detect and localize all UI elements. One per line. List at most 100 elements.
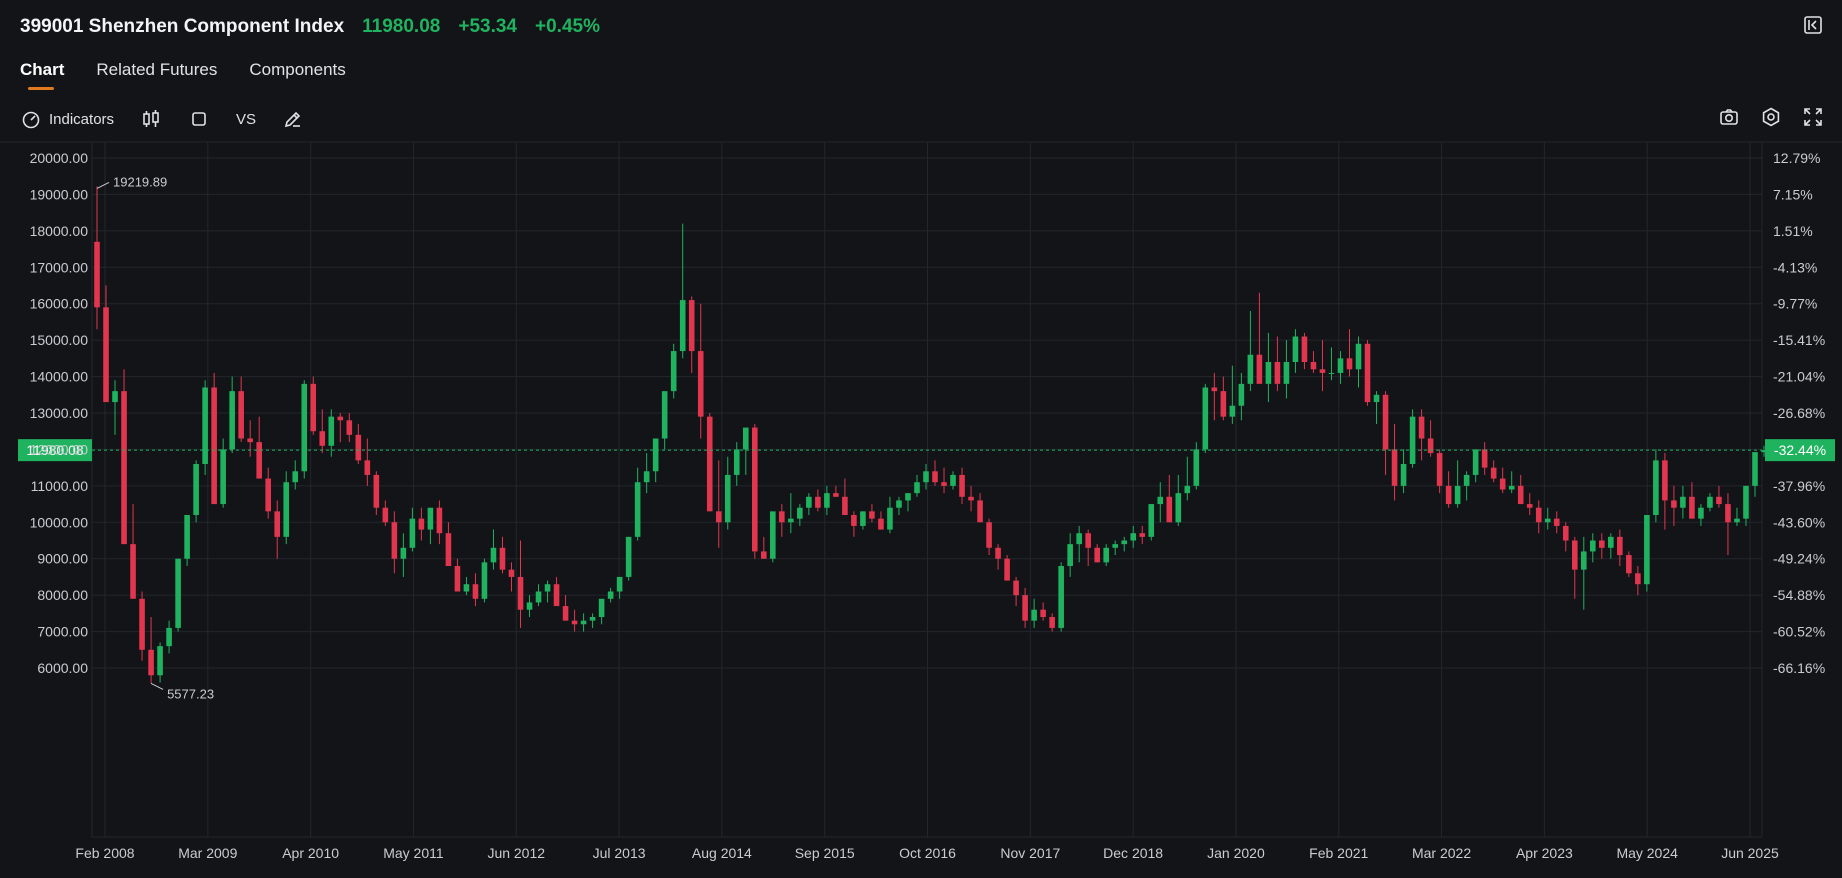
candle-body [1193, 449, 1200, 486]
indicators-button[interactable]: Indicators [20, 108, 114, 130]
gear-icon[interactable] [1760, 106, 1782, 128]
candle-body [1310, 362, 1317, 370]
chart-area[interactable]: 11980.08 -32.44% 6000.00 7000.00 8000.00 900… [0, 140, 1842, 873]
candle-body [652, 438, 659, 472]
candle-body [418, 518, 425, 530]
candle-body [878, 518, 884, 530]
candle-body [1454, 485, 1461, 505]
candle-body [1526, 504, 1533, 508]
price-change: +53.34 [458, 16, 517, 37]
candle-body [788, 518, 794, 523]
x-tick-label: Feb 2021 [1309, 845, 1368, 861]
candle-body [517, 576, 524, 610]
candle-body [1481, 449, 1488, 468]
candle-body [1445, 485, 1452, 505]
candle-body [409, 518, 416, 548]
chart-toolbar-right [1718, 106, 1824, 128]
candle-body [670, 351, 677, 392]
x-tick-label: Dec 2018 [1103, 845, 1163, 861]
last-price-badge-bg [18, 439, 92, 462]
candle-body [1139, 533, 1146, 537]
percent-tick-label: -54.88% [1773, 587, 1825, 603]
x-tick-label: Jun 2012 [487, 845, 545, 861]
tab-chart[interactable]: Chart [20, 60, 64, 90]
candle-body [328, 416, 335, 446]
candle-body [427, 507, 434, 530]
percent-tick-label: -60.52% [1773, 624, 1825, 640]
percent-tick-label: -66.16% [1773, 660, 1825, 676]
candle-body [1328, 372, 1335, 374]
y-tick-label: 18000.00 [30, 223, 89, 239]
candle-body [508, 569, 515, 577]
candle-body [1004, 558, 1010, 581]
camera-icon[interactable] [1718, 106, 1740, 128]
candle-body [1553, 518, 1560, 526]
candle-body [94, 241, 100, 308]
candle-body [544, 584, 551, 592]
candle-body [238, 391, 244, 439]
candle-body [1202, 387, 1209, 450]
price-axis: 6000.00 7000.00 8000.00 9000.00 10000.00 1100… [30, 150, 89, 676]
candlestick-chart[interactable]: 11980.08 -32.44% 6000.00 7000.00 8000.00 900… [0, 140, 1842, 873]
candle-body [1517, 485, 1524, 505]
indicators-label: Indicators [49, 110, 115, 128]
candle-body [1716, 496, 1722, 505]
candle-body [1562, 525, 1569, 541]
candle-body [1076, 533, 1082, 545]
percent-tick-label: -9.77% [1773, 296, 1817, 312]
candle-body [382, 507, 389, 523]
candle-body [950, 474, 956, 486]
candle-body [1508, 485, 1515, 490]
candle-body [1608, 536, 1614, 548]
candle-body [553, 584, 560, 607]
candle-body [733, 449, 740, 475]
candlestick-icon[interactable] [140, 108, 162, 130]
candle-body [589, 617, 596, 621]
candle-body [643, 471, 650, 483]
exit-icon[interactable] [1802, 14, 1824, 36]
candle-body [535, 591, 542, 603]
candle-body [1707, 496, 1713, 508]
candle-body [1391, 449, 1398, 486]
candle-body [932, 471, 938, 483]
candle-body [148, 649, 154, 676]
page-title: 399001 Shenzhen Component Index [20, 16, 345, 37]
candle-body [860, 511, 866, 526]
tab-related-futures[interactable]: Related Futures [96, 60, 218, 79]
compare-button[interactable]: VS [236, 110, 257, 128]
candle-body [373, 474, 380, 508]
tab-components[interactable]: Components [249, 60, 346, 79]
candle-body [1040, 609, 1046, 617]
candle-body [580, 620, 587, 625]
low-annotation: 5577.23 [167, 686, 214, 701]
candle-body [1013, 580, 1019, 596]
candle-body [364, 460, 371, 475]
candle-body [283, 482, 290, 537]
candle-body [1283, 362, 1290, 384]
pencil-icon[interactable] [282, 108, 304, 130]
tab-bar: Chart Related Futures Components [20, 60, 346, 90]
candle-body [1382, 394, 1389, 450]
x-tick-label: Apr 2023 [1516, 845, 1573, 861]
candle-body [634, 482, 641, 537]
candle-body [1049, 617, 1055, 628]
x-tick-label: Nov 2017 [1000, 845, 1060, 861]
candle-body [1301, 336, 1308, 362]
candle-body [1535, 507, 1542, 523]
candle-body [977, 500, 983, 523]
candle-body [1490, 467, 1497, 479]
candle-body [1662, 460, 1668, 501]
candle-body [1247, 354, 1254, 384]
x-tick-label: May 2024 [1616, 845, 1678, 861]
percent-tick-label: 7.15% [1773, 186, 1813, 202]
y-tick-label: 19000.00 [30, 186, 89, 202]
fullscreen-icon[interactable] [1802, 106, 1824, 128]
y-tick-label: 12000.00 [30, 441, 89, 457]
square-icon[interactable] [188, 108, 210, 130]
candle-body [139, 598, 145, 650]
x-tick-label: Jul 2013 [593, 845, 646, 861]
candle-body [751, 427, 758, 552]
candle-body [1031, 609, 1037, 621]
candle-body [1580, 551, 1587, 570]
candle-body [211, 387, 217, 505]
